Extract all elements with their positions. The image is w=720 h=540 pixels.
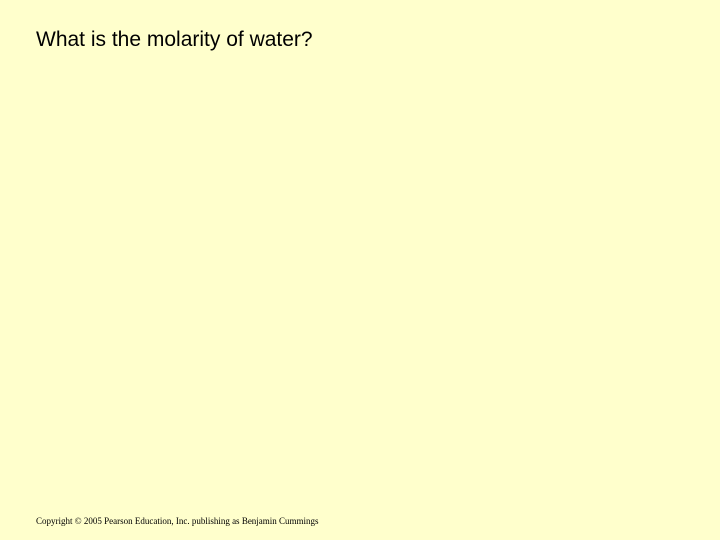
copyright-text: Copyright © 2005 Pearson Education, Inc.… xyxy=(36,516,319,526)
slide-title: What is the molarity of water? xyxy=(36,28,313,52)
